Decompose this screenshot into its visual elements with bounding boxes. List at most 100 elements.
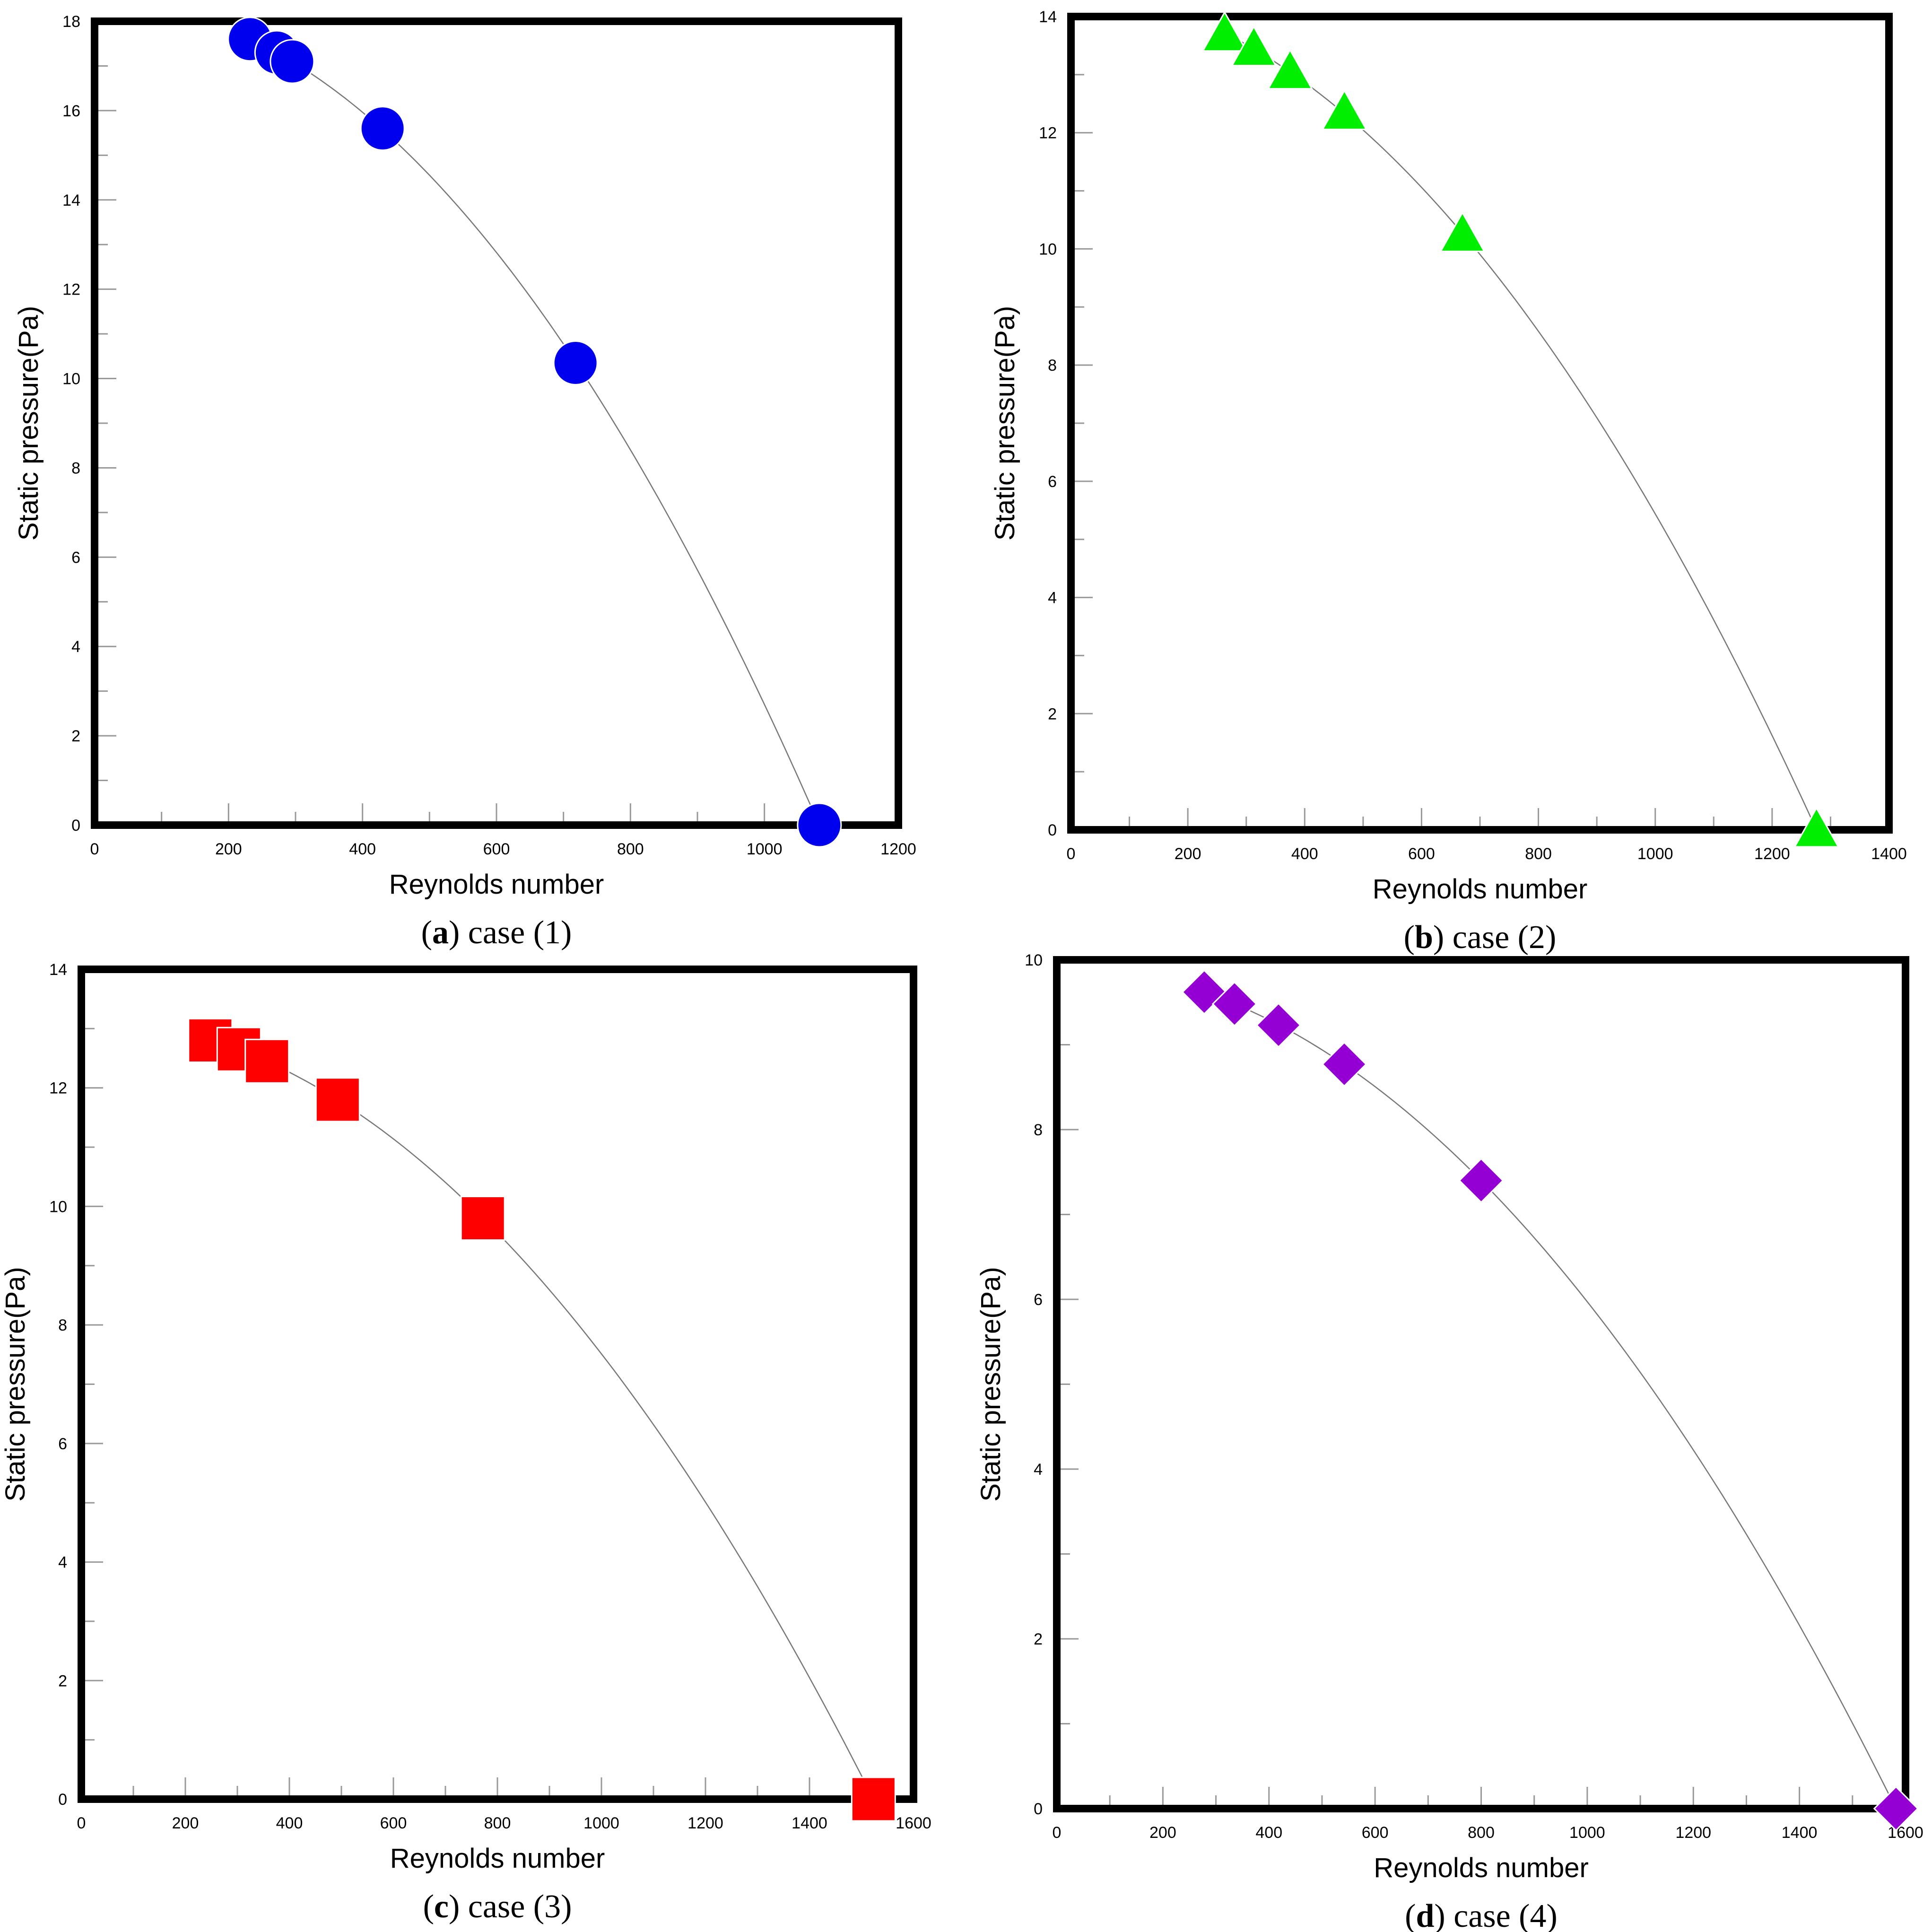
y-tick-label: 14 <box>49 961 67 979</box>
y-tick-label: 0 <box>58 1791 67 1809</box>
y-tick-label: 10 <box>1025 951 1043 969</box>
data-point <box>1321 89 1367 131</box>
y-tick-label: 16 <box>62 102 80 120</box>
plot-frame <box>1067 13 1893 834</box>
y-tick-label: 10 <box>49 1198 67 1216</box>
y-tick-label: 10 <box>1039 240 1057 258</box>
x-tick-label: 200 <box>215 840 242 858</box>
data-point <box>244 1038 290 1084</box>
plot-frame <box>1053 956 1909 1812</box>
y-tick-label: 6 <box>1048 473 1057 491</box>
data-point <box>270 39 315 84</box>
x-tick-label: 0 <box>1053 1824 1062 1842</box>
y-tick-label: 12 <box>62 281 80 299</box>
x-tick-label: 600 <box>1362 1824 1389 1842</box>
y-tick-label: 12 <box>1039 124 1057 142</box>
data-point <box>1873 1785 1919 1832</box>
y-tick-label: 8 <box>1048 357 1057 374</box>
fit-curve <box>1204 992 1897 1809</box>
x-tick-label: 400 <box>349 840 376 858</box>
x-tick-label: 200 <box>1175 845 1201 863</box>
data-point <box>460 1196 505 1241</box>
x-tick-label: 200 <box>172 1814 199 1832</box>
y-tick-label: 8 <box>1034 1121 1043 1139</box>
x-tick-label: 400 <box>1255 1824 1282 1842</box>
x-tick-label: 400 <box>1291 845 1318 863</box>
x-tick-label: 1000 <box>1637 845 1673 863</box>
y-tick-label: 4 <box>71 638 80 656</box>
y-tick-label: 6 <box>58 1435 67 1453</box>
x-tick-label: 400 <box>276 1814 303 1832</box>
data-point <box>1211 981 1257 1027</box>
data-point <box>797 802 842 848</box>
y-tick-label: 18 <box>62 13 80 31</box>
x-tick-label: 200 <box>1149 1824 1176 1842</box>
y-tick-label: 4 <box>1034 1461 1043 1479</box>
data-point <box>1793 806 1840 848</box>
data-point <box>360 106 405 151</box>
panel-d: 0 200 400 600 800 1000 1200 1400 16000246810Reyn… <box>975 951 1923 1932</box>
x-axis-label: Reynolds number <box>390 1843 605 1874</box>
data-point <box>315 1077 360 1123</box>
data-point <box>1458 1157 1504 1203</box>
x-tick-label: 1200 <box>1754 845 1790 863</box>
x-tick-label: 0 <box>90 840 99 858</box>
x-tick-label: 1400 <box>1782 1824 1818 1842</box>
x-tick-label: 1600 <box>896 1814 931 1832</box>
x-tick-label: 1000 <box>583 1814 619 1832</box>
x-tick-label: 1200 <box>880 840 916 858</box>
x-tick-label: 600 <box>380 1814 407 1832</box>
y-tick-label: 6 <box>1034 1291 1043 1309</box>
x-axis-label: Reynolds number <box>1374 1853 1589 1883</box>
x-tick-label: 1200 <box>1675 1824 1711 1842</box>
panel-c: 0 200 400 600 800 1000 1200 1400 1600 0 2 4 6 8 10 12 14… <box>0 961 931 1925</box>
x-tick-label: 600 <box>483 840 510 858</box>
x-tick-label: 600 <box>1408 845 1435 863</box>
data-point <box>1321 1041 1367 1087</box>
y-tick-label: 12 <box>49 1079 67 1097</box>
y-tick-label: 2 <box>1034 1630 1043 1648</box>
x-tick-label: 1000 <box>1569 1824 1605 1842</box>
y-tick-label: 8 <box>71 459 80 477</box>
data-point <box>1255 1002 1302 1048</box>
y-tick-label: 2 <box>1048 705 1057 723</box>
fit-curve <box>250 38 820 826</box>
y-axis-label: Static pressure(Pa) <box>13 306 44 540</box>
panel-caption: (d) case (4) <box>1405 1898 1558 1932</box>
y-axis-label: Static pressure(Pa) <box>975 1267 1006 1501</box>
x-tick-label: 800 <box>1525 845 1552 863</box>
panel-caption: (a) case (1) <box>421 914 572 951</box>
panel-caption: (b) case (2) <box>1404 919 1557 956</box>
y-tick-label: 0 <box>71 817 80 835</box>
data-point <box>1267 48 1313 90</box>
x-tick-label: 800 <box>617 840 644 858</box>
x-tick-label: 800 <box>1468 1824 1495 1842</box>
y-tick-label: 4 <box>58 1554 67 1572</box>
y-tick-label: 2 <box>58 1672 67 1690</box>
data-point <box>1231 25 1277 66</box>
x-tick-label: 1000 <box>747 840 783 858</box>
x-tick-label: 1200 <box>688 1814 723 1832</box>
y-tick-label: 6 <box>71 548 80 566</box>
plot-frame <box>78 966 917 1803</box>
x-tick-label: 800 <box>484 1814 511 1832</box>
y-tick-label: 14 <box>62 191 80 209</box>
panel-caption: (c) case (3) <box>423 1888 572 1925</box>
panel-a: 0 200 400 600 800 1000 1200 0 2 4 6 8 10 12 14 16 18 Reyn… <box>13 13 916 951</box>
fit-curve <box>1224 32 1817 830</box>
y-tick-label: 2 <box>71 727 80 745</box>
data-point <box>851 1776 896 1822</box>
x-tick-label: 0 <box>1067 845 1076 863</box>
x-tick-label: 1400 <box>792 1814 827 1832</box>
fit-curve <box>210 1039 874 1800</box>
x-axis-label: Reynolds number <box>389 869 604 900</box>
y-axis-label: Static pressure(Pa) <box>0 1267 31 1501</box>
x-tick-label: 0 <box>77 1814 86 1832</box>
y-tick-label: 8 <box>58 1316 67 1334</box>
y-axis-label: Static pressure(Pa) <box>990 306 1020 540</box>
data-point <box>1439 211 1486 252</box>
y-tick-label: 4 <box>1048 589 1057 607</box>
panel-b: 0 200 400 600 800 1000 1200 1400 0 2 4 6 8 10 12 14 Reyn… <box>990 8 1907 956</box>
y-tick-label: 0 <box>1048 821 1057 839</box>
